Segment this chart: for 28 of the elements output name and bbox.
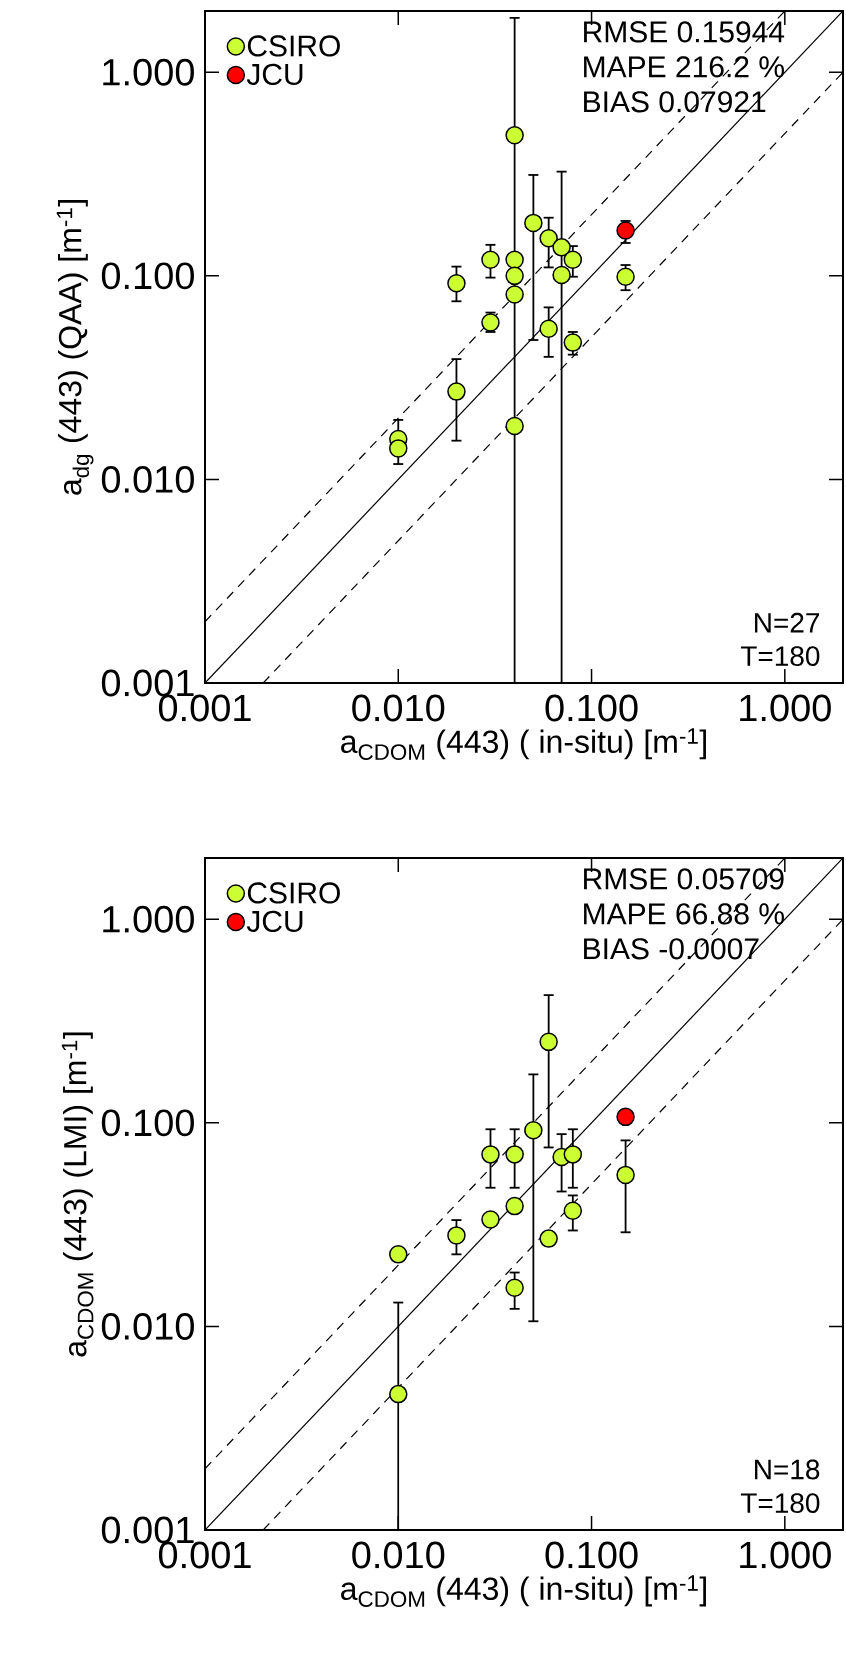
y-axis-title: a$_{CDOM}$ (443) (LMI) [m$^{-1}$] — [61, 1032, 94, 1357]
annotation: N=18 — [755, 1459, 820, 1480]
x-tick-label: 0.100 — [545, 1541, 638, 1569]
annotation: RMSE 0.15944 — [584, 21, 785, 43]
y-tick-label: 0.100 — [101, 262, 194, 290]
annotation: RMSE 0.05709 — [584, 868, 784, 890]
x-tick-label: 1.000 — [740, 694, 831, 722]
x-axis-title: a$_{CDOM}$ (443) ( in-situ) [m$^{-1}$] — [341, 1575, 706, 1608]
x-tick-label: 0.010 — [352, 1541, 445, 1569]
y-tick-label: 1.000 — [103, 58, 194, 86]
x-tick-label: 1.000 — [740, 1541, 831, 1569]
x-tick-label: 0.100 — [545, 694, 638, 722]
legend-label: JCU — [246, 910, 303, 933]
annotation: MAPE 216.2 % — [584, 56, 784, 78]
legend-label: CSIRO — [247, 882, 340, 904]
legend-label: JCU — [246, 63, 303, 86]
annotation: T=180 — [740, 1493, 820, 1513]
y-tick-label: 0.010 — [101, 1312, 194, 1340]
annotation: T=180 — [740, 646, 820, 666]
annotation: MAPE 66.88 % — [584, 903, 784, 925]
y-axis-title: a$_{dg}$ (443) (QAA) [m$^{-1}$] — [56, 200, 94, 495]
annotation: N=27 — [755, 612, 820, 633]
y-tick-label: 0.010 — [101, 465, 194, 493]
y-tick-label: 0.100 — [101, 1109, 194, 1137]
y-tick-label: 1.000 — [103, 905, 194, 933]
legend-label: CSIRO — [247, 35, 340, 57]
x-tick-label: 0.010 — [352, 694, 445, 722]
x-axis-title: a$_{CDOM}$ (443) ( in-situ) [m$^{-1}$] — [341, 728, 706, 761]
